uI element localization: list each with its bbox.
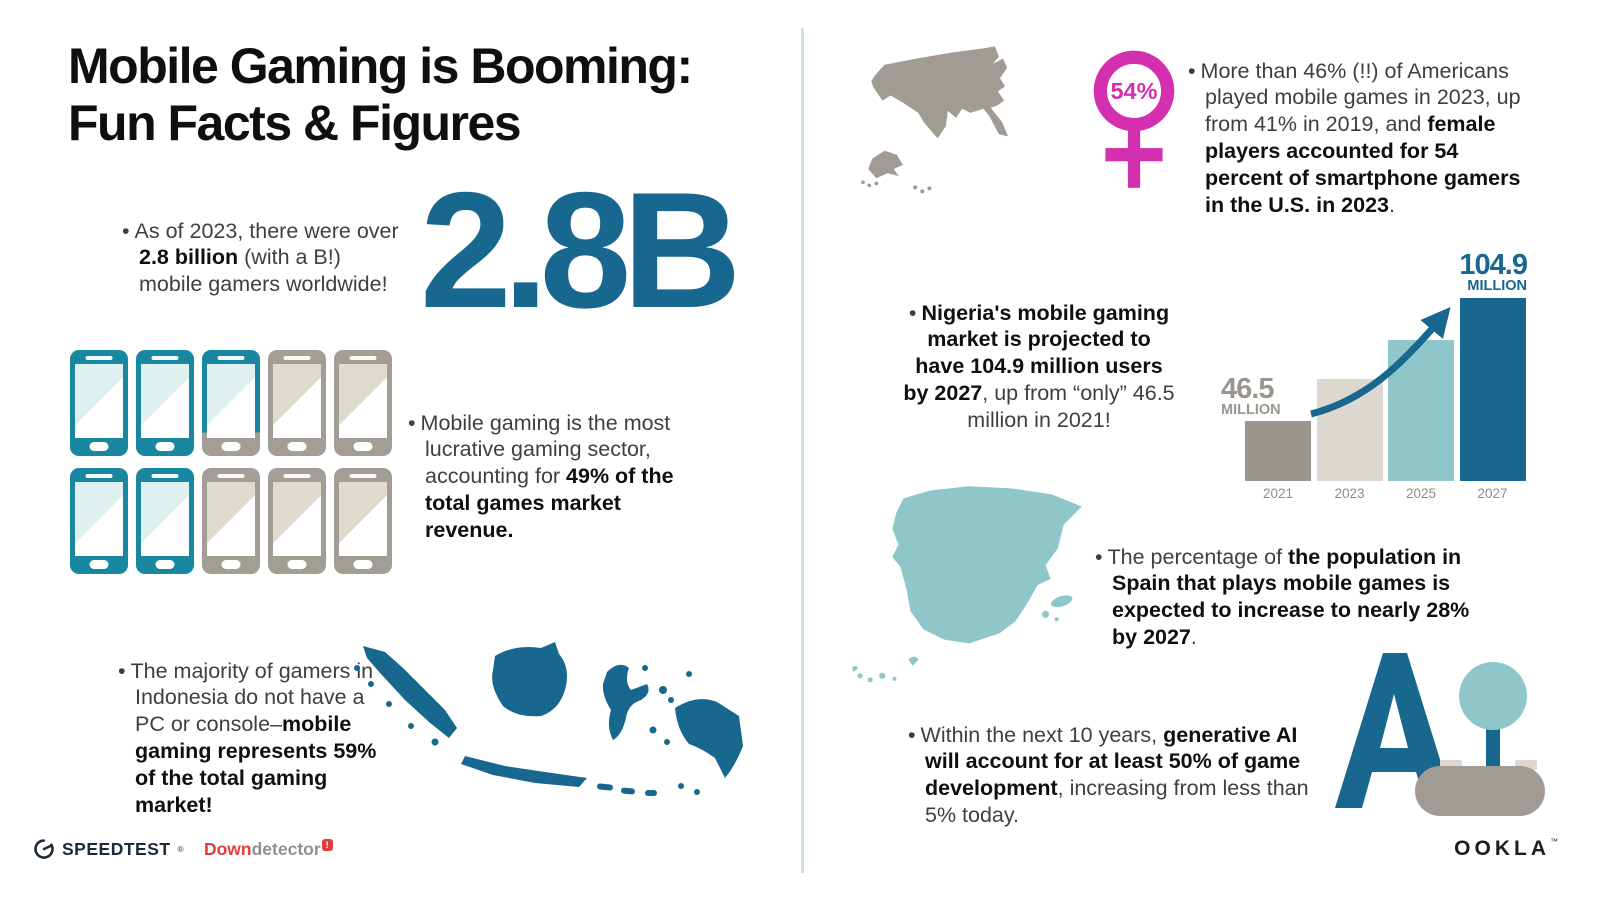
bullet-marker: • xyxy=(1188,58,1196,83)
indonesia-map xyxy=(354,642,743,796)
chart-value-2021: 46.5 xyxy=(1221,373,1274,405)
joystick-base xyxy=(1415,766,1545,816)
phone-icon-gray xyxy=(268,350,326,456)
text-segment: As of 2023, there were over xyxy=(134,218,399,243)
speedtest-logo: SPEEDTEST ® xyxy=(33,838,184,860)
text-segment: The majority of gamers in Indonesia do n… xyxy=(130,658,374,737)
fact-generative-ai: • Within the next 10 years, generative AI… xyxy=(908,722,1323,830)
text-segment-bold: mobile gaming represents 59% of the tota… xyxy=(135,712,377,817)
text-segment: . xyxy=(1389,192,1395,217)
phone-icon-teal xyxy=(70,468,128,574)
text-segment-bold: generative AI will account for at least … xyxy=(925,722,1301,801)
chart-unit-2027: MILLION xyxy=(1467,277,1527,294)
page-title: Mobile Gaming is Booming: Fun Facts & Fi… xyxy=(68,38,693,151)
fact-nigeria: • Nigeria's mobile gaming market is proje… xyxy=(900,300,1178,434)
bullet-marker: • xyxy=(118,658,126,683)
fact-market-revenue: • Mobile gaming is the most lucrative gam… xyxy=(408,410,683,544)
bar-year-label: 2023 xyxy=(1334,486,1365,501)
spain-map xyxy=(852,486,1082,683)
footer-brand-logos: SPEEDTEST ® Downdetector! xyxy=(33,838,333,860)
bar-year-label: 2021 xyxy=(1262,486,1294,501)
chart-label-2027: 104.9 MILLION xyxy=(1459,249,1528,294)
bar-2021: 2021 xyxy=(1245,421,1311,501)
title-line-1: Mobile Gaming is Booming: xyxy=(68,38,693,94)
fact-spain: • The percentage of the population in Spa… xyxy=(1095,544,1484,652)
bar-year-label: 2027 xyxy=(1477,486,1508,501)
bar-2023: 2023 xyxy=(1316,379,1383,501)
chart-label-2021: 46.5 MILLION xyxy=(1221,373,1281,418)
phone-icon-grid xyxy=(70,350,392,574)
column-divider xyxy=(801,28,804,873)
big-stat-2-8b: 2.8B xyxy=(420,158,742,342)
text-segment: (with a B!) mobile gamers worldwide! xyxy=(139,245,388,297)
speedtest-label: SPEEDTEST xyxy=(62,838,171,859)
bar-year-label: 2025 xyxy=(1405,486,1437,501)
bar-2027: 2027 xyxy=(1459,298,1526,501)
ookla-label: OOKLA xyxy=(1454,837,1550,860)
title-line-2: Fun Facts & Figures xyxy=(68,94,522,151)
phone-icon-teal xyxy=(136,350,194,456)
text-segment-bold: 49% of the total games market revenue. xyxy=(425,464,674,542)
female-stat-badge: 54% xyxy=(1111,78,1158,104)
bullet-marker: • xyxy=(122,218,130,243)
bar-2025: 2025 xyxy=(1388,340,1454,501)
fact-indonesia: • The majority of gamers in Indonesia do … xyxy=(118,658,385,819)
letter-a-shape xyxy=(1335,653,1455,808)
text-segment-bold: 2.8 billion xyxy=(139,245,239,270)
phone-icon-gray xyxy=(334,350,392,456)
chart-unit-2021: MILLION xyxy=(1221,401,1281,418)
text-segment-bold: Nigeria's mobile gaming market is projec… xyxy=(903,300,1170,406)
joystick-ball xyxy=(1459,662,1527,730)
text-segment: More than 46% (!!) of Americans played m… xyxy=(1200,58,1521,137)
downdetector-logo: Downdetector! xyxy=(203,838,333,860)
fact-gamers-worldwide: • As of 2023, there were over 2.8 billion… xyxy=(122,218,401,299)
downdetector-detector-text: detector xyxy=(251,838,321,859)
text-segment: Within the next 10 years, xyxy=(920,722,1164,747)
downdetector-down-text: Down xyxy=(203,838,252,859)
text-segment: . xyxy=(1190,625,1197,650)
bullet-marker: • xyxy=(408,410,416,435)
us-map xyxy=(861,46,1009,194)
joystick-stem xyxy=(1486,718,1500,773)
bullet-marker: • xyxy=(908,300,917,325)
female-symbol-icon: 54% xyxy=(1093,50,1175,188)
text-segment-bold: the population in Spain that plays mobil… xyxy=(1112,544,1470,650)
speedtest-trademark: ® xyxy=(177,844,184,854)
text-segment: , increasing from less than 5% today. xyxy=(925,776,1309,828)
phone-icon-teal xyxy=(70,350,128,456)
bullet-marker: • xyxy=(908,722,916,747)
phone-icon-gray xyxy=(268,468,326,574)
chart-value-2027: 104.9 xyxy=(1459,249,1528,281)
speedtest-gauge-icon xyxy=(34,839,54,859)
ai-joystick-graphic xyxy=(1330,648,1565,818)
phone-icon-partial xyxy=(202,350,260,456)
text-segment-bold: female players accounted for 54 percent … xyxy=(1205,112,1521,217)
downdetector-exclamation-icon: ! xyxy=(321,838,333,851)
phone-icon-gray xyxy=(334,468,392,574)
fact-us-players: • More than 46% (!!) of Americans played … xyxy=(1188,58,1527,219)
text-segment: The percentage of xyxy=(1107,544,1289,569)
bullet-marker: • xyxy=(1095,544,1103,569)
ai-graphic-icon xyxy=(1335,653,1545,816)
nigeria-users-bar-chart: 2021 2023 2025 2027 46.5 MILLION 104.9 MILL… xyxy=(1215,250,1530,502)
ookla-trademark: ™ xyxy=(1550,837,1562,846)
phone-icon-teal xyxy=(136,468,194,574)
ookla-logo: OOKLA™ xyxy=(1454,837,1562,861)
text-segment: , up from “only” 46.5 million in 2021! xyxy=(967,381,1175,432)
phone-icon-gray xyxy=(202,468,260,574)
text-segment: Mobile gaming is the most lucrative gami… xyxy=(420,410,671,489)
